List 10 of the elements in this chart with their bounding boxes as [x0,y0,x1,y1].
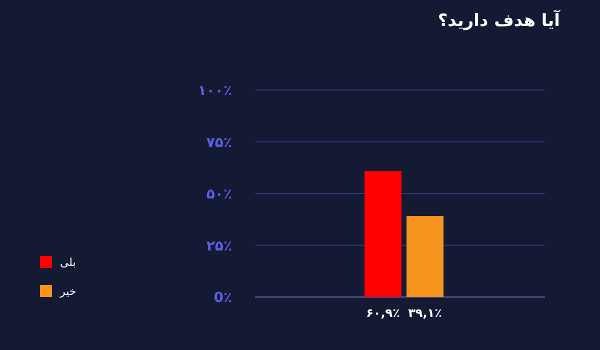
y-tick-label: ۵۰٪ [206,186,232,202]
y-tick-label: ۲۵٪ [206,238,232,254]
data-label: ۶۰,۹٪ [366,306,400,320]
data-label: ۳۹,۱٪ [408,306,442,320]
y-tick-label: ۷۵٪ [206,134,232,151]
legend-label: بلی [60,256,76,269]
y-tick-label: 0٪ [214,290,232,306]
legend-label: خیر [59,285,76,298]
chart-title: آیا هدف دارید؟ [438,9,562,31]
y-tick-label: ۱۰۰٪ [198,83,232,99]
